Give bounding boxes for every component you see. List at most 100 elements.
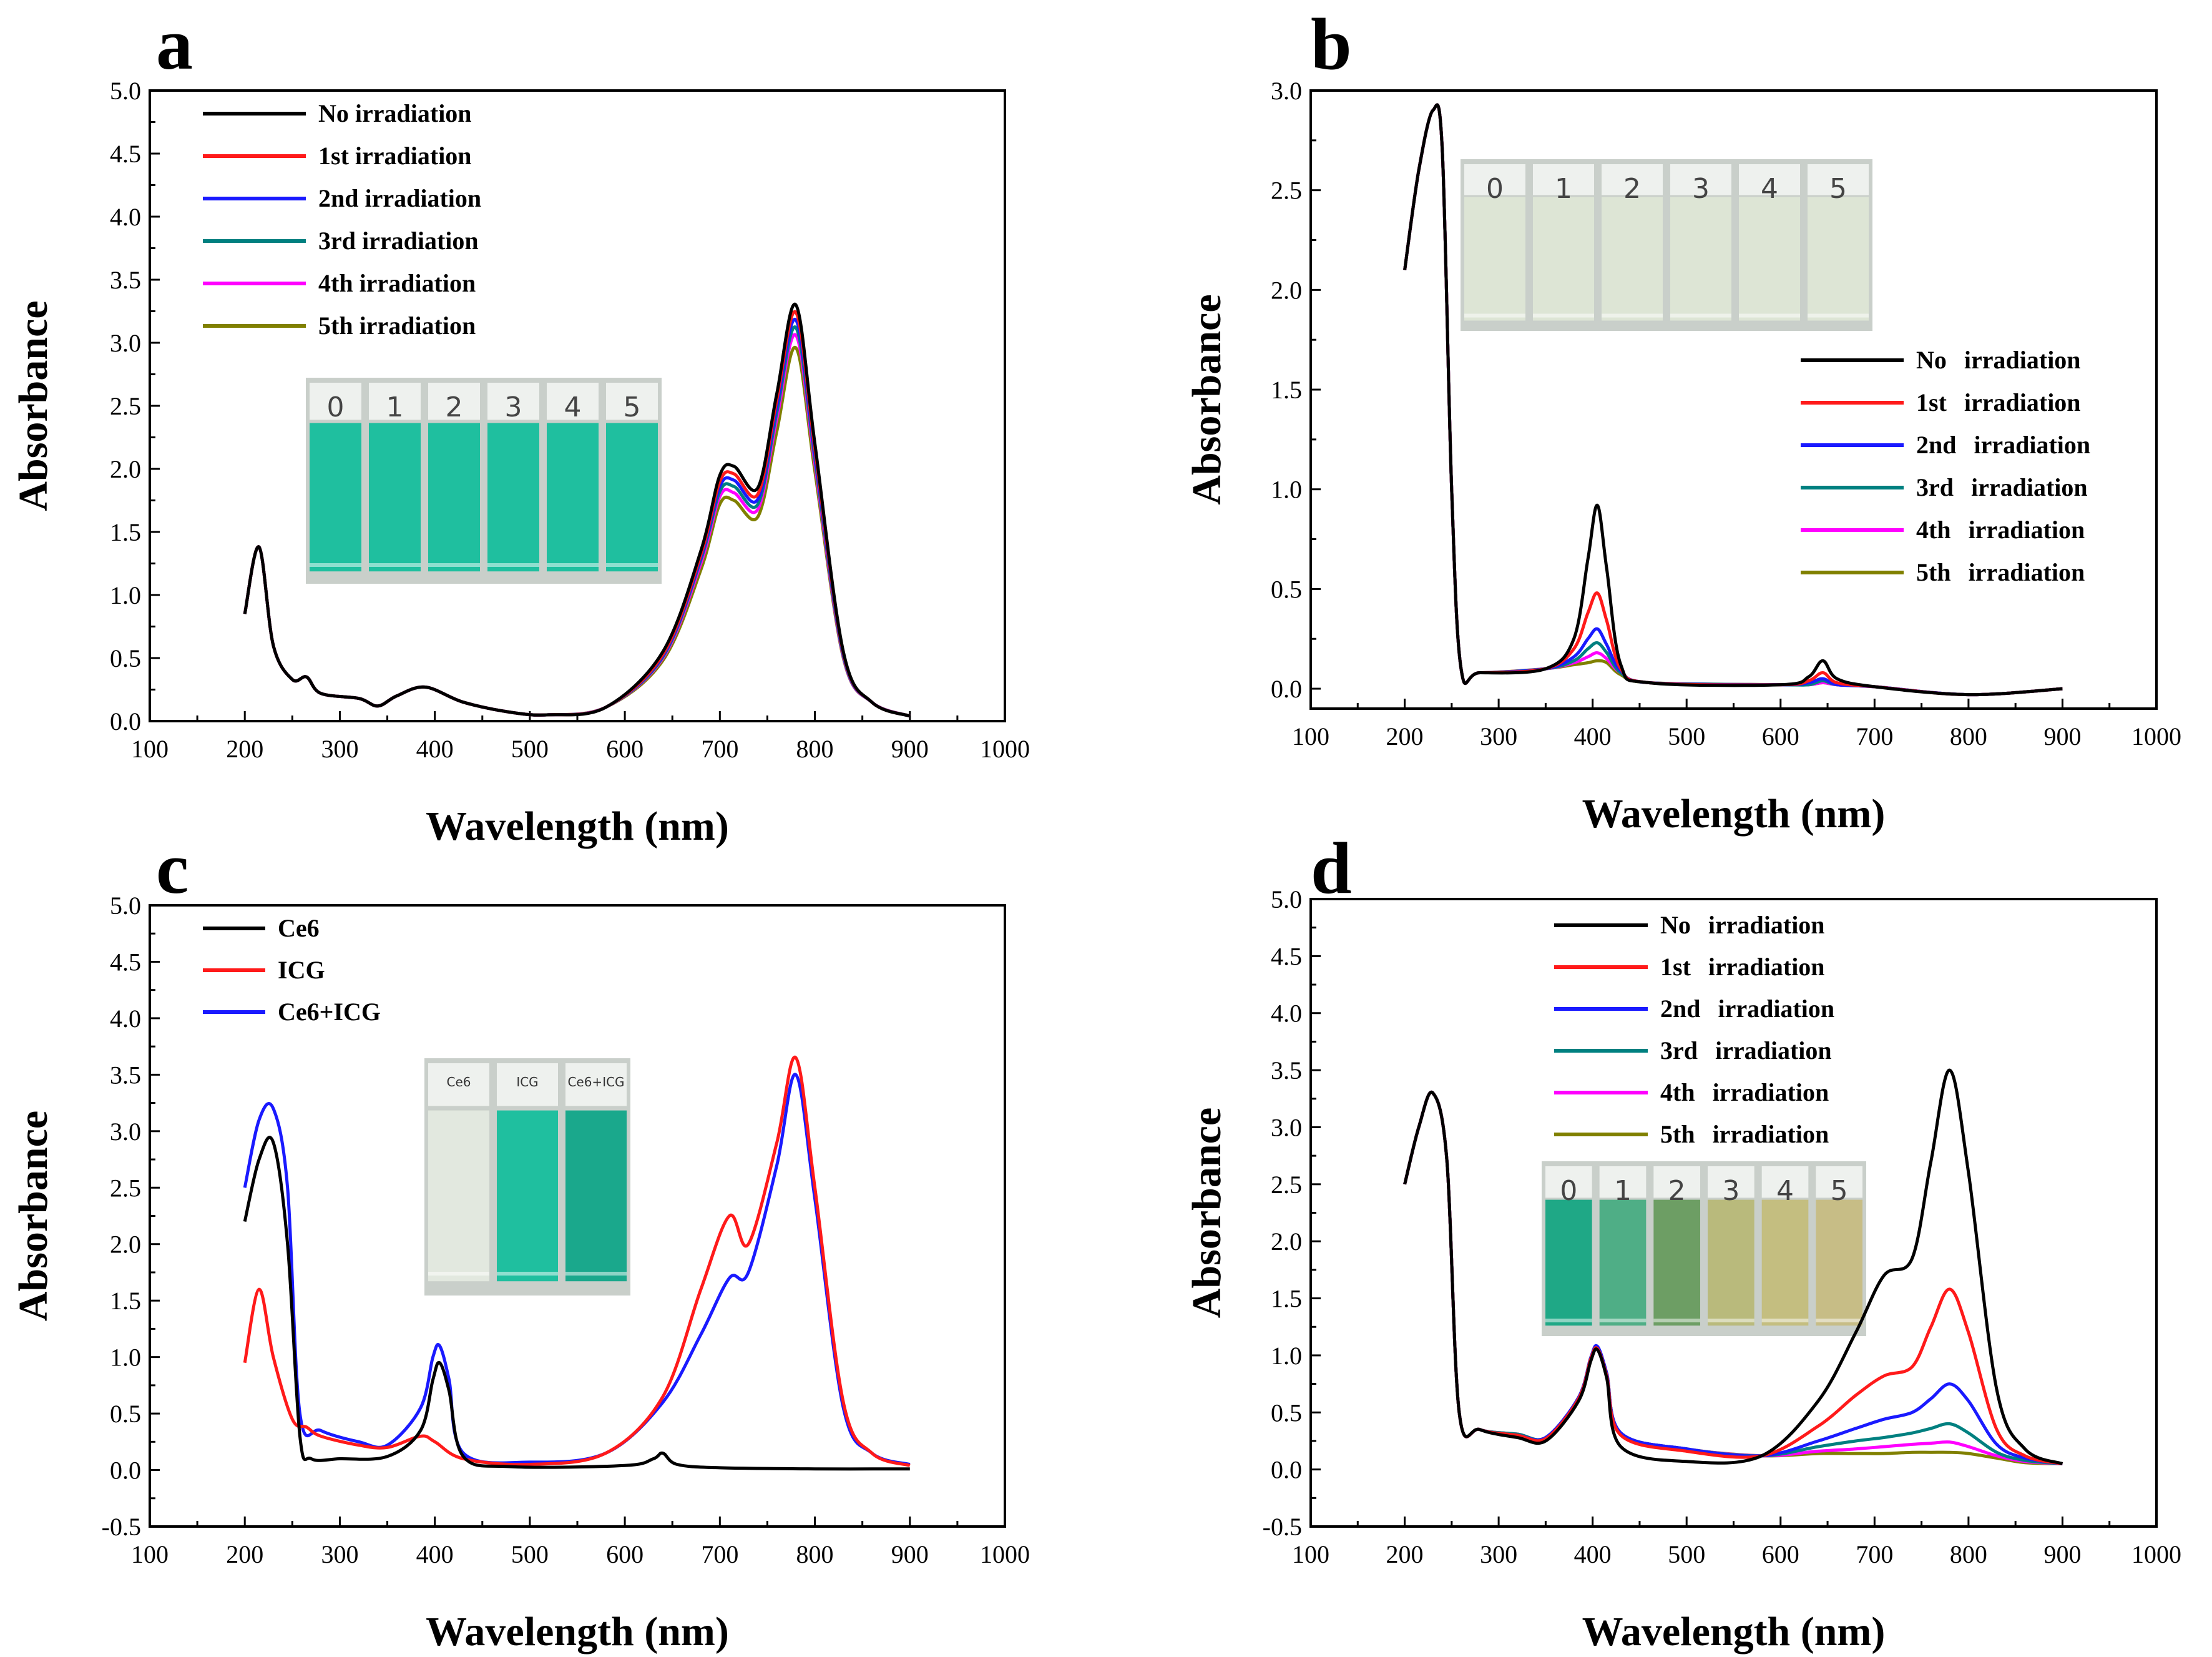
legend: No irradiation 1st irradiation 2nd irradia… [1554, 911, 1834, 1148]
vial-base-highlight [1670, 313, 1731, 318]
vial-cap-area [497, 1063, 558, 1106]
x-axis-title: Wavelength (nm) [1582, 1609, 1886, 1655]
vial-liquid [487, 423, 539, 572]
inset-background [1461, 159, 1872, 331]
panel-d: d 100 200 300 400 500 600 700 800 900 1000 -0.5 0.0 0… [1184, 827, 2181, 1655]
legend-label-5th-irradiation: 5th irradiation [318, 312, 476, 340]
y-tick-label: 4.5 [110, 948, 141, 976]
y-tick-label: 0.5 [110, 644, 141, 672]
y-tick-label: 2.0 [110, 1231, 141, 1259]
vial-label: 3 [1692, 173, 1710, 205]
x-tick-label: 1000 [980, 735, 1030, 763]
vial-base-highlight [1739, 313, 1800, 318]
x-tick-label: 100 [1292, 1540, 1329, 1568]
y-tick-label: 2.0 [1271, 1227, 1302, 1256]
x-tick-label: 400 [1574, 1540, 1612, 1568]
vial-cap-area [1533, 164, 1594, 195]
vial-label: 5 [1829, 173, 1847, 205]
x-tick-label: 800 [796, 1540, 834, 1568]
y-tick-label: 4.5 [1271, 942, 1302, 970]
vial-liquid [1464, 197, 1525, 321]
vial-cap-area [428, 383, 480, 420]
vial-label: Ce6+ICG [567, 1074, 624, 1089]
y-tick-label: 3.5 [1271, 1056, 1302, 1084]
x-tick-label: 900 [2043, 1540, 2081, 1568]
vial-liquid [1816, 1199, 1862, 1326]
series-line-icg [243, 1055, 911, 1467]
legend-label-1st-irradiation: 1st irradiation [1660, 953, 1825, 981]
y-tick-label: 2.5 [110, 1174, 141, 1202]
x-axis-title: Wavelength (nm) [1582, 791, 1886, 837]
y-axis-title: Absorbance [1184, 294, 1230, 504]
legend: No irradiation 1st irradiation 2nd irradia… [203, 99, 481, 340]
vial-base-highlight [1599, 1319, 1647, 1322]
y-tick-label: 5.0 [110, 892, 141, 920]
x-tick-label: 100 [131, 735, 169, 763]
vial-label: 2 [1623, 173, 1641, 205]
legend-label-3rd-irradiation: 3rd irradiation [318, 227, 479, 255]
vial-liquid [428, 1110, 489, 1282]
vial-cap-area [565, 1063, 627, 1106]
legend-label-2nd-irradiation: 2nd irradiation [1660, 995, 1834, 1023]
x-tick-label: 600 [606, 735, 644, 763]
x-tick-label: 100 [131, 1540, 169, 1568]
y-tick-label: 3.5 [110, 266, 141, 294]
vial-base-highlight [497, 1272, 558, 1276]
y-axis-title: Absorbance [11, 300, 56, 511]
vial-label: 3 [1722, 1175, 1740, 1207]
vial-liquid [497, 1110, 558, 1282]
x-axis-title: Wavelength (nm) [426, 804, 729, 849]
vial-base-highlight [1602, 313, 1663, 318]
legend-label-no-irradiation: No irradiation [318, 99, 472, 127]
panel-letter: b [1311, 3, 1352, 85]
y-tick-label: 2.5 [1271, 177, 1302, 205]
panel-a: a 100 200 300 400 500 600 700 800 900 1000 0.0 0.5 1.… [11, 3, 1030, 849]
x-tick-label: 500 [511, 735, 549, 763]
vial-liquid [1602, 197, 1663, 321]
x-tick-label: 600 [1762, 1540, 1799, 1568]
x-tick-label: 300 [1480, 722, 1517, 750]
x-tick-label: 100 [1292, 722, 1329, 750]
x-tick-label: 200 [226, 1540, 263, 1568]
x-tick-label: 200 [1386, 722, 1424, 750]
y-tick-label: 3.0 [1271, 77, 1302, 105]
y-tick-label: 2.5 [110, 392, 141, 420]
x-tick-label: 900 [2043, 722, 2081, 750]
vial-liquid [606, 423, 658, 572]
x-tick-label: 1000 [2131, 1540, 2181, 1568]
y-tick-label: 0.0 [1271, 675, 1302, 703]
vial-liquid [1808, 197, 1869, 321]
vial-base-highlight [1653, 1319, 1700, 1322]
inset-background [1542, 1161, 1866, 1336]
legend-label-no-irradiation: No irradiation [1916, 346, 2081, 374]
x-tick-label: 900 [891, 1540, 929, 1568]
x-tick-label: 800 [1950, 1540, 1987, 1568]
vial-cap-area [1808, 164, 1869, 195]
x-tick-label: 800 [796, 735, 834, 763]
x-tick-label: 1000 [980, 1540, 1030, 1568]
y-tick-label: 4.5 [110, 140, 141, 168]
y-tick-label: -0.5 [1263, 1513, 1302, 1541]
vial-cap-area [606, 383, 658, 420]
y-tick-label: 2.0 [1271, 276, 1302, 304]
y-tick-label: 3.0 [110, 1118, 141, 1146]
y-tick-label: -0.5 [102, 1513, 141, 1541]
legend-label-ce6-icg: Ce6+ICG [278, 998, 381, 1026]
x-tick-label: 700 [701, 735, 738, 763]
vial-liquid [1739, 197, 1800, 321]
legend-label-1st-irradiation: 1st irradiation [318, 142, 472, 170]
panel-letter: a [156, 3, 193, 85]
x-tick-label: 300 [321, 1540, 358, 1568]
vial-base-highlight [428, 1272, 489, 1276]
vial-label: 5 [1831, 1175, 1848, 1207]
y-tick-label: 3.5 [110, 1061, 141, 1089]
y-tick-label: 1.5 [1271, 1285, 1302, 1313]
x-tick-label: 700 [701, 1540, 738, 1568]
vial-label: 2 [446, 391, 463, 423]
y-tick-label: 1.5 [1271, 376, 1302, 404]
x-tick-label: 500 [1668, 1540, 1705, 1568]
panel-letter: c [156, 827, 188, 909]
y-tick-label: 1.5 [110, 1287, 141, 1315]
x-tick-label: 800 [1950, 722, 1987, 750]
